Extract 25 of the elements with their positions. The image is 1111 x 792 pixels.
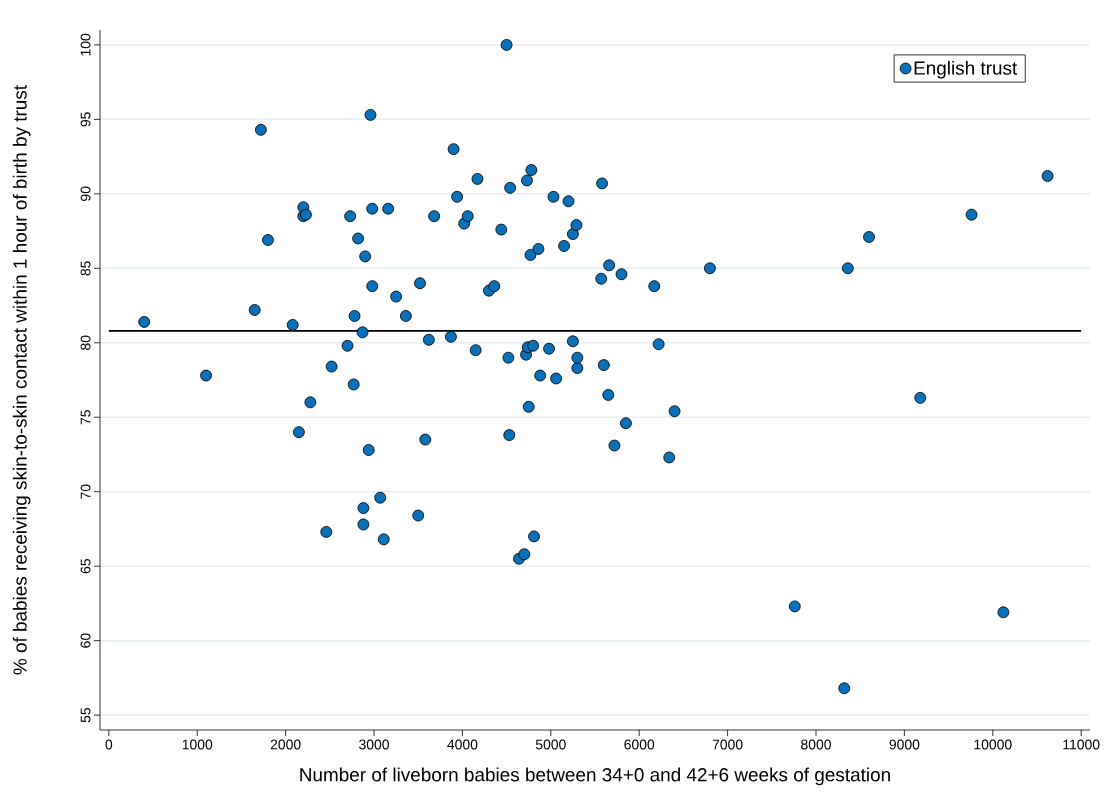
x-tick-label: 1000 — [182, 739, 213, 750]
y-tick-label: 60 — [80, 633, 91, 648]
y-tick-label: 100 — [80, 33, 91, 56]
x-axis-title: Number of liveborn babies between 34+0 and 42+6 weeks of gestation — [300, 767, 890, 786]
y-tick-label: 95 — [80, 112, 91, 127]
legend-label: English trust — [914, 60, 1018, 79]
y-tick-label: 75 — [80, 410, 91, 425]
x-tick-label: 11000 — [1063, 739, 1100, 750]
x-tick-label: 0 — [105, 739, 113, 750]
x-tick-label: 6000 — [624, 739, 655, 750]
x-tick-label: 7000 — [712, 739, 743, 750]
y-tick-label: 85 — [80, 261, 91, 276]
x-tick-label: 8000 — [801, 739, 831, 750]
x-tick-label: 9000 — [889, 739, 920, 750]
x-tick-label: 4000 — [447, 739, 478, 750]
y-tick-label: 90 — [80, 186, 91, 201]
x-tick-label: 3000 — [359, 739, 389, 750]
y-tick-label: 70 — [80, 484, 91, 499]
y-axis-title: % of babies receiving skin-to-skin contact within 1 hour of birth by trust — [12, 85, 31, 675]
y-tick-label: 65 — [80, 559, 91, 574]
x-tick-label: 2000 — [270, 739, 301, 750]
y-tick-label: 80 — [80, 335, 91, 350]
y-tick-label: 55 — [80, 707, 91, 723]
x-tick-label: 5000 — [535, 739, 566, 750]
x-tick-label: 10000 — [974, 739, 1012, 750]
